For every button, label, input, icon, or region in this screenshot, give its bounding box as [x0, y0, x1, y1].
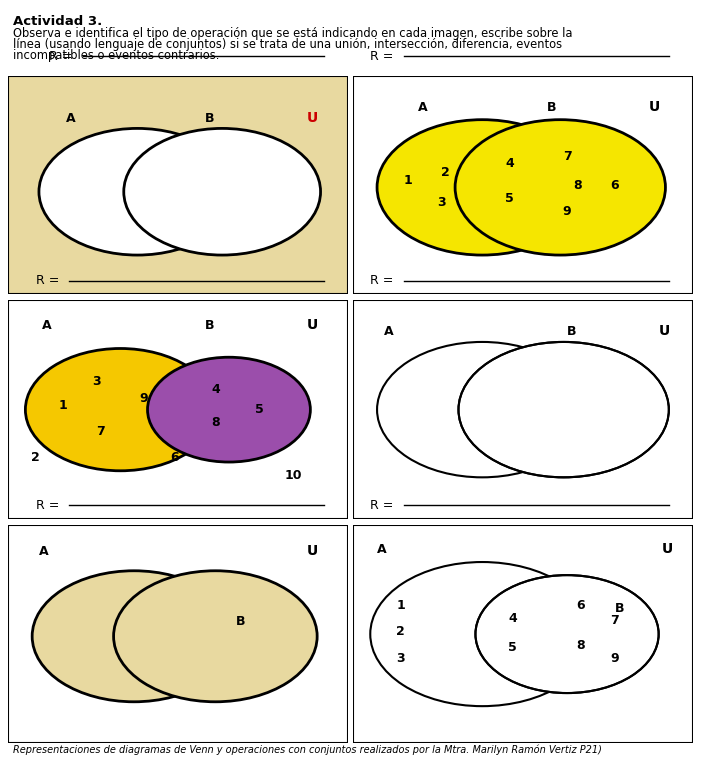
Text: 9: 9: [563, 205, 571, 218]
Text: 1: 1: [397, 599, 405, 613]
Text: B: B: [567, 325, 576, 338]
Text: R =: R =: [370, 274, 397, 287]
Circle shape: [370, 562, 594, 706]
Text: R =: R =: [370, 499, 397, 511]
Text: R =: R =: [36, 499, 63, 511]
Text: 2: 2: [397, 625, 405, 638]
Circle shape: [39, 128, 236, 255]
Text: 1: 1: [403, 174, 412, 187]
Circle shape: [25, 349, 215, 470]
Text: U: U: [307, 111, 318, 125]
Text: 9: 9: [139, 392, 149, 405]
Text: 7: 7: [95, 425, 104, 438]
Circle shape: [377, 342, 587, 477]
FancyBboxPatch shape: [8, 300, 348, 519]
Text: 8: 8: [573, 179, 582, 192]
FancyBboxPatch shape: [353, 76, 693, 294]
Text: 8: 8: [211, 416, 219, 429]
Circle shape: [32, 571, 236, 701]
Text: 6: 6: [576, 599, 585, 613]
Text: U: U: [307, 318, 318, 332]
Text: 2: 2: [440, 166, 449, 179]
FancyBboxPatch shape: [8, 525, 348, 743]
Text: 3: 3: [437, 196, 446, 209]
Text: 4: 4: [505, 157, 514, 169]
Text: 3: 3: [397, 651, 405, 664]
Text: B: B: [205, 319, 215, 332]
Text: Actividad 3.: Actividad 3.: [13, 15, 102, 28]
Circle shape: [475, 575, 659, 693]
Text: 1: 1: [58, 399, 67, 412]
Text: 3: 3: [93, 375, 101, 388]
Text: U: U: [662, 543, 673, 556]
Text: 4: 4: [211, 384, 219, 397]
Text: 5: 5: [505, 192, 514, 204]
Text: 9: 9: [611, 651, 619, 664]
Text: B: B: [205, 112, 215, 125]
Text: 6: 6: [611, 179, 619, 192]
Circle shape: [458, 342, 669, 477]
Text: B: B: [547, 101, 556, 114]
Text: 4: 4: [508, 613, 517, 625]
Text: A: A: [418, 101, 428, 114]
Text: 2: 2: [31, 451, 40, 464]
Text: 10: 10: [285, 469, 302, 482]
Circle shape: [377, 119, 587, 255]
Circle shape: [475, 575, 659, 693]
Text: U: U: [648, 100, 660, 114]
Text: A: A: [384, 325, 393, 338]
Text: A: A: [42, 319, 52, 332]
Text: U: U: [659, 325, 670, 338]
Text: A: A: [377, 543, 387, 556]
Text: 5: 5: [508, 641, 517, 654]
Circle shape: [124, 128, 320, 255]
FancyBboxPatch shape: [353, 525, 693, 743]
Text: B: B: [615, 602, 624, 616]
Text: U: U: [307, 544, 318, 559]
FancyBboxPatch shape: [353, 300, 693, 519]
Circle shape: [147, 357, 311, 462]
Circle shape: [458, 342, 669, 477]
FancyBboxPatch shape: [8, 76, 348, 294]
Circle shape: [455, 119, 665, 255]
Text: Representaciones de diagramas de Venn y operaciones con conjuntos realizados por: Representaciones de diagramas de Venn y …: [13, 745, 601, 755]
Circle shape: [114, 571, 317, 701]
Text: Observa e identifica el tipo de operación que se está indicando en cada imagen, : Observa e identifica el tipo de operació…: [13, 27, 572, 40]
Text: B: B: [236, 616, 245, 629]
Text: R =: R =: [370, 50, 397, 63]
Text: A: A: [66, 112, 76, 125]
Text: 7: 7: [563, 150, 571, 163]
Text: R =: R =: [36, 274, 63, 287]
Text: A: A: [39, 546, 48, 559]
Text: 5: 5: [255, 403, 264, 416]
Text: 7: 7: [610, 615, 619, 628]
Text: línea (usando lenguaje de conjuntos) si se trata de una unión, intersección, dif: línea (usando lenguaje de conjuntos) si …: [13, 38, 562, 51]
Text: 6: 6: [170, 451, 179, 464]
Text: 8: 8: [576, 638, 585, 651]
Text: incompatibles o eventos contrarios.: incompatibles o eventos contrarios.: [13, 49, 219, 62]
Text: R =: R =: [49, 50, 76, 63]
